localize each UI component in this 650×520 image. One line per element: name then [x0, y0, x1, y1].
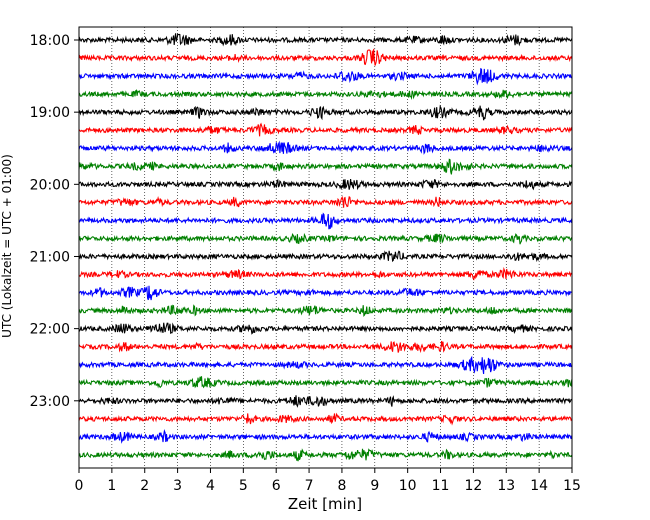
- trace-1945: [78, 158, 573, 175]
- trace-2000: [78, 178, 573, 191]
- trace-1845: [78, 89, 573, 100]
- plot-background: [79, 27, 572, 468]
- trace-1915: [78, 122, 573, 137]
- x-tick-label: 7: [305, 478, 314, 494]
- trace-2230: [78, 355, 573, 375]
- x-tick-label: 11: [432, 478, 450, 494]
- y-axis-ticks: 18:00 19:00 20:00 21:00 22:00 23:00: [30, 33, 79, 410]
- y-tick-label: 23:00: [30, 394, 70, 410]
- x-tick-label: 13: [497, 478, 515, 494]
- seismic-traces: [78, 33, 573, 462]
- trace-2345: [78, 448, 573, 462]
- trace-2115: [78, 266, 573, 281]
- trace-2200: [78, 322, 573, 335]
- trace-2030: [78, 212, 573, 230]
- x-tick-label: 8: [337, 478, 346, 494]
- y-tick-label: 18:00: [30, 33, 70, 49]
- trace-1830: [78, 67, 573, 86]
- trace-2215: [78, 340, 573, 354]
- x-tick-label: 0: [75, 478, 84, 494]
- y-tick-label: 22:00: [30, 322, 70, 338]
- x-axis-ticks: 0 1 2 3 4 5 6 7 8 9 10 11 12 13 14 15: [75, 468, 581, 494]
- y-axis-label: UTC (Lokalzeit = UTC + 01:00): [0, 154, 14, 338]
- trace-2315: [78, 412, 573, 426]
- x-tick-label: 12: [464, 478, 482, 494]
- x-tick-label: 2: [140, 478, 149, 494]
- trace-2145: [78, 304, 573, 317]
- x-tick-label: 1: [107, 478, 116, 494]
- x-axis-label: Zeit [min]: [288, 495, 362, 513]
- trace-2045: [78, 232, 573, 245]
- x-tick-label: 6: [272, 478, 281, 494]
- trace-1900: [78, 104, 573, 121]
- x-tick-label: 4: [206, 478, 215, 494]
- x-tick-label: 9: [370, 478, 379, 494]
- x-tick-label: 3: [173, 478, 182, 494]
- trace-2015: [78, 195, 573, 208]
- x-tick-label: 5: [239, 478, 248, 494]
- trace-2100: [78, 250, 573, 263]
- y-tick-label: 20:00: [30, 177, 70, 193]
- x-tick-label: 14: [530, 478, 548, 494]
- x-tick-label: 15: [563, 478, 581, 494]
- trace-1800: [78, 33, 573, 47]
- trace-1930: [78, 140, 573, 155]
- plot-frame: [78, 26, 573, 469]
- trace-2245: [78, 376, 573, 389]
- trace-2330: [78, 429, 573, 444]
- trace-1815: [78, 48, 573, 66]
- x-tick-label: 10: [399, 478, 417, 494]
- y-tick-label: 19:00: [30, 105, 70, 121]
- trace-2130: [78, 285, 573, 301]
- trace-2300: [78, 395, 572, 408]
- y-tick-label: 21:00: [30, 249, 70, 265]
